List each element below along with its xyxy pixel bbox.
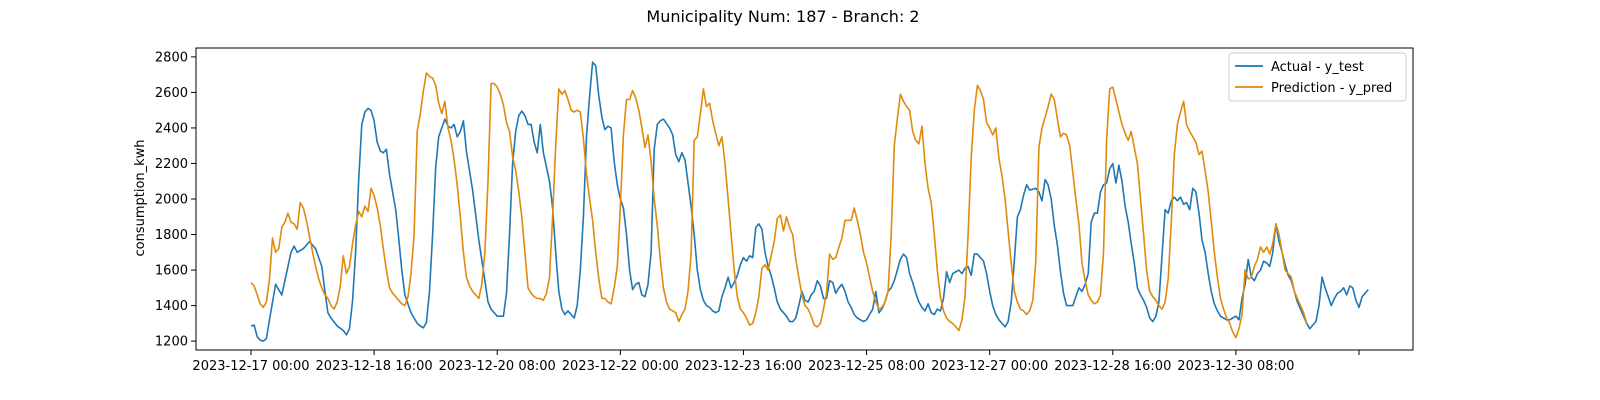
x-tick-label: 2023-12-25 08:00 — [808, 359, 925, 374]
series-line-1 — [250, 61, 1369, 342]
legend-box — [1228, 52, 1407, 102]
plot-area — [250, 61, 1369, 342]
y-tick-label: 2600 — [155, 86, 188, 101]
y-tick-label: 1600 — [155, 264, 188, 279]
y-tick-label: 2800 — [155, 50, 188, 65]
y-tick-label: 2400 — [155, 121, 188, 136]
x-tick-label: 2023-12-20 08:00 — [439, 359, 556, 374]
x-tick-label: 2023-12-28 16:00 — [1054, 359, 1171, 374]
y-tick-label: 1400 — [155, 299, 188, 314]
legend-label-2: Prediction - y_pred — [1271, 81, 1392, 96]
x-tick-label: 2023-12-17 00:00 — [192, 359, 309, 374]
series-line-2 — [250, 72, 1308, 339]
chart-title: Municipality Num: 187 - Branch: 2 — [646, 7, 919, 26]
x-tick-label: 2023-12-22 00:00 — [562, 359, 679, 374]
y-tick-label: 2200 — [155, 157, 188, 172]
legend: Actual - y_test Prediction - y_pred — [1228, 52, 1407, 102]
y-tick-label: 2000 — [155, 193, 188, 208]
y-axis-label: consumption_kwh — [133, 139, 148, 256]
x-tick-label: 2023-12-23 16:00 — [685, 359, 802, 374]
y-tick-label: 1800 — [155, 228, 188, 243]
y-tick-label: 1200 — [155, 335, 188, 350]
x-tick-label: 2023-12-18 16:00 — [316, 359, 433, 374]
axes: 1200 1400 1600 1800 2000 2200 2400 2600 2800 2023… — [155, 47, 1414, 374]
legend-label-1: Actual - y_test — [1271, 60, 1364, 75]
x-tick-label: 2023-12-30 08:00 — [1177, 359, 1294, 374]
x-tick-label: 2023-12-27 00:00 — [931, 359, 1048, 374]
